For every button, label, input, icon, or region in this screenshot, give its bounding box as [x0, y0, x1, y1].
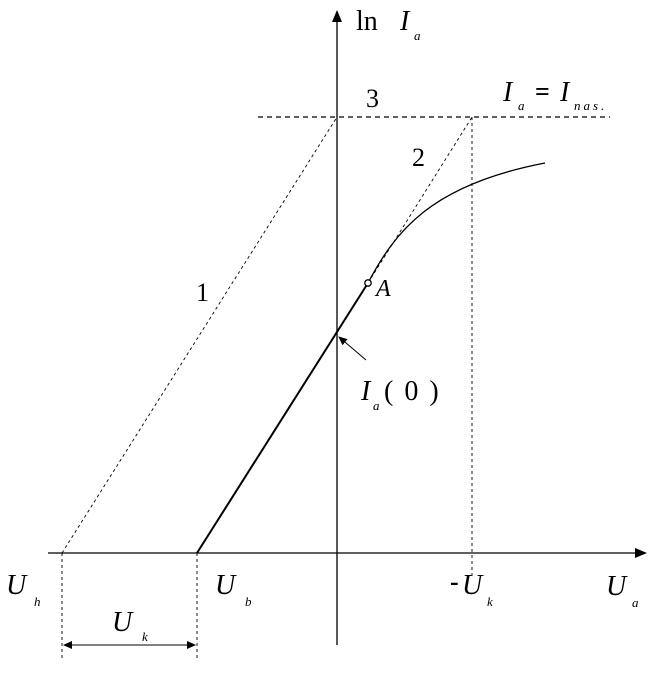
mark-uh-sub: h	[34, 594, 41, 609]
sat-i-sub: a	[518, 98, 525, 113]
mark-uk: U	[112, 607, 134, 638]
mark-minus: -	[450, 567, 459, 596]
sat-i2-sub: nas.	[574, 98, 607, 113]
y-axis-label-i: I	[399, 6, 411, 37]
line-2	[367, 116, 473, 284]
label-line-3: 3	[366, 84, 379, 113]
point-a-label: A	[374, 276, 391, 302]
point-a-marker	[364, 279, 372, 287]
label-line-2: 2	[412, 143, 425, 172]
intercept-i: I	[360, 376, 372, 407]
mark-ub-sub: b	[245, 594, 252, 609]
x-axis-label-sub: a	[632, 595, 639, 610]
characteristic-linear	[196, 282, 369, 554]
characteristic-curve	[367, 162, 546, 284]
label-line-1: 1	[196, 278, 209, 307]
intercept-arg: ( 0 )	[384, 376, 441, 407]
mark-uk-right-sub: k	[487, 594, 493, 609]
sat-i2: I	[559, 77, 571, 108]
mark-uk-right: U	[462, 570, 484, 601]
intercept-sub: a	[373, 398, 380, 413]
mark-uk-sub: k	[142, 629, 148, 644]
mark-uh: U	[6, 570, 28, 601]
sat-i: I	[502, 77, 514, 108]
sat-eq: =	[535, 77, 550, 106]
intercept-arrow	[338, 336, 367, 361]
line-1	[61, 116, 338, 554]
mark-ub: U	[215, 570, 237, 601]
y-axis-label-ln: ln	[356, 6, 378, 37]
y-axis-label-sub: a	[414, 28, 421, 43]
x-axis-label-u: U	[606, 571, 628, 602]
